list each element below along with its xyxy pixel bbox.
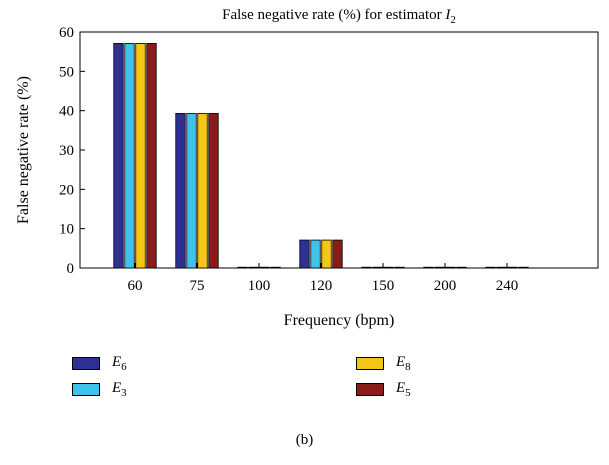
x-tick-label: 120: [310, 278, 333, 294]
y-axis-ticks: 0 10 20 30 40 50 60: [59, 25, 85, 277]
legend-swatch-e3: [72, 383, 100, 396]
x-tick-label: 150: [372, 278, 395, 294]
x-tick-label: 60: [128, 278, 143, 294]
bar-e6-200: [423, 266, 434, 269]
legend-item-e3: E3: [72, 380, 127, 399]
bar-e6-60: [113, 43, 124, 269]
bar-e5-100: [270, 266, 281, 269]
bar-e5-150: [394, 266, 405, 269]
bar-e5-75: [208, 113, 219, 269]
chart-title: False negative rate (%) for estimator I2: [222, 7, 456, 26]
bar-e8-60: [135, 43, 146, 269]
x-axis-ticks: 60 75 100 120 150 200 240: [128, 263, 519, 294]
y-tick-label: 20: [59, 182, 74, 198]
x-tick-label: 200: [434, 278, 457, 294]
legend-item-e6: E6: [72, 354, 127, 373]
legend-item-e5: E5: [356, 380, 411, 399]
bar-e3-60: [124, 43, 135, 269]
bar-e6-100: [237, 266, 248, 269]
bar-e6-150: [361, 266, 372, 269]
bar-e6-120: [299, 239, 310, 269]
bar-e5-240: [518, 266, 529, 269]
bar-e8-200: [445, 266, 456, 269]
chart-title-subscript: 2: [450, 14, 456, 26]
bar-e5-200: [456, 266, 467, 269]
legend-swatch-e6: [72, 357, 100, 370]
y-tick-label: 50: [59, 64, 74, 80]
figure-caption: (b): [295, 432, 314, 448]
legend-label-e6: E6: [112, 354, 127, 373]
bar-e6-75: [175, 113, 186, 269]
bar-e3-120: [310, 239, 321, 269]
legend-label-e3: E3: [112, 380, 127, 399]
bar-e6-240: [485, 266, 496, 269]
bar-e8-150: [383, 266, 394, 269]
x-tick-label: 75: [190, 278, 205, 294]
bar-e3-100: [248, 266, 259, 269]
bar-e8-100: [259, 266, 270, 269]
bars-group: [113, 43, 529, 269]
bar-e5-60: [146, 43, 157, 269]
legend-swatch-e5: [356, 383, 384, 396]
y-tick-label: 60: [59, 25, 74, 41]
bar-e8-75: [197, 113, 208, 269]
x-axis-label: Frequency (bpm): [284, 312, 395, 329]
bar-e8-120: [321, 239, 332, 269]
bar-e3-150: [372, 266, 383, 269]
y-axis-label: False negative rate (%): [15, 76, 32, 224]
bar-e3-240: [496, 266, 507, 269]
legend-swatch-e8: [356, 357, 384, 370]
y-tick-label: 10: [59, 222, 74, 238]
legend-item-e8: E8: [356, 354, 411, 373]
y-tick-label: 40: [59, 104, 74, 120]
y-tick-label: 30: [59, 143, 74, 159]
chart: False negative rate (%) for estimator I2…: [15, 7, 599, 329]
x-tick-label: 240: [496, 278, 519, 294]
chart-title-symbol: I: [444, 7, 451, 23]
legend-label-e5: E5: [396, 380, 411, 399]
bar-e3-200: [434, 266, 445, 269]
bar-e8-240: [507, 266, 518, 269]
legend-label-e8: E8: [396, 354, 411, 373]
chart-title-text: False negative rate (%) for estimator: [222, 7, 445, 23]
plot-frame: [79, 31, 599, 269]
x-tick-label: 100: [248, 278, 271, 294]
bar-e3-75: [186, 113, 197, 269]
bar-e5-120: [332, 239, 343, 269]
y-tick-label: 0: [67, 261, 75, 277]
